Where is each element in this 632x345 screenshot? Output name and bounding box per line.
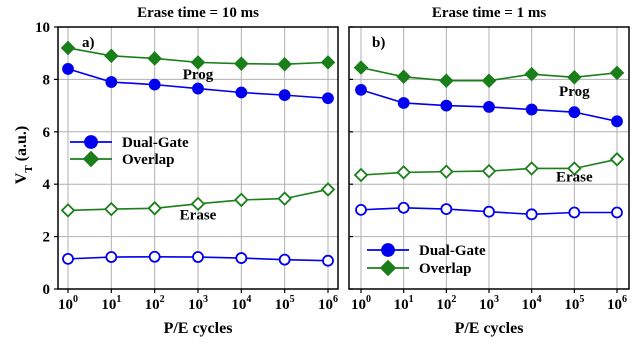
panel-b-data-point <box>355 169 367 181</box>
panel-a-annotation: Prog <box>183 67 214 83</box>
panel-b-title: Erase time = 1 ms <box>432 5 547 21</box>
panel-b-x-tick-label: 103 <box>479 294 499 313</box>
panel-b-data-point <box>526 162 538 174</box>
panel-a-title: Erase time = 10 ms <box>137 5 259 21</box>
panel-a-legend-label: Overlap <box>122 152 175 168</box>
panel-a-data-point <box>150 252 160 262</box>
y-tick-label: 4 <box>43 177 51 193</box>
panel-a-data-point <box>149 202 161 214</box>
panel-b-x-tick-label: 101 <box>394 294 414 313</box>
panel-a-data-point <box>279 58 291 70</box>
panel-b-annotation: Prog <box>559 84 590 100</box>
panel-b-data-point <box>484 102 494 112</box>
panel-a-data-point <box>149 52 161 64</box>
panel-a-data-point <box>106 252 116 262</box>
panel-b-data-point <box>356 85 366 95</box>
panel-a-legend-marker <box>85 136 97 148</box>
panel-a-data-point <box>280 90 290 100</box>
panel-a-x-tick-label: 100 <box>58 294 78 313</box>
panel-a-data-point <box>280 255 290 265</box>
panel-b-data-point <box>441 204 451 214</box>
panel-a-x-axis-label: P/E cycles <box>164 320 233 337</box>
y-tick-label: 2 <box>43 230 51 246</box>
panel-b-legend-label: Overlap <box>419 261 472 277</box>
y-tick-label: 6 <box>43 125 51 141</box>
panel-a-x-tick-label: 104 <box>231 294 251 313</box>
panel-a-data-point <box>105 50 117 62</box>
panel-a-data-point <box>105 203 117 215</box>
y-tick-label: 10 <box>35 20 50 36</box>
panel-b-x-axis-label: P/E cycles <box>455 320 524 337</box>
panel-a-data-point <box>235 58 247 70</box>
panel-a-data-point <box>193 252 203 262</box>
panel-b-annotation: Erase <box>556 169 593 185</box>
panel-b-x-tick-label: 100 <box>351 294 371 313</box>
panel-b-data-point <box>612 116 622 126</box>
panel-a-data-point <box>150 80 160 90</box>
panel-a-x-tick-label: 106 <box>318 294 338 313</box>
panel-b-data-point <box>568 71 580 83</box>
panel-b-label: b) <box>372 35 385 51</box>
panel-b-legend-marker <box>382 244 394 256</box>
panel-b-data-point <box>526 68 538 80</box>
panel-b-data-point <box>611 153 623 165</box>
panel-a-x-tick-label: 101 <box>101 294 121 313</box>
y-axis-label: VT (a.u.) <box>13 126 35 184</box>
panel-a-data-point <box>193 84 203 94</box>
panel-a-data-point <box>322 56 334 68</box>
y-tick-label: 8 <box>43 72 51 88</box>
panel-a-data-point <box>323 256 333 266</box>
panel-b-data-point <box>398 166 410 178</box>
panel-b-data-point <box>440 166 452 178</box>
panel-a-data-point <box>236 253 246 263</box>
panel-b-data-point <box>612 207 622 217</box>
panel-b-x-tick-label: 102 <box>436 294 456 313</box>
panel-b-data-point <box>356 205 366 215</box>
panel-b-data-point <box>611 67 623 79</box>
panel-b-data-point <box>440 75 452 87</box>
panel-a-data-point <box>63 64 73 74</box>
panel-b-data-point <box>355 62 367 74</box>
panel-a-x-tick-label: 102 <box>145 294 165 313</box>
panel-b-data-point <box>483 75 495 87</box>
panel-a-x-tick-label: 103 <box>188 294 208 313</box>
panel-b-data-point <box>527 105 537 115</box>
panel-b-data-point <box>569 107 579 117</box>
panel-a-legend-marker <box>84 152 98 166</box>
panel-b-data-point <box>527 209 537 219</box>
panel-b-data-point <box>399 98 409 108</box>
panel-a-x-tick-label: 105 <box>275 294 295 313</box>
panel-a-data-point <box>62 204 74 216</box>
panel-a: Erase time = 10 ms a) 0 2 4 6 8 10 100 101 102 1… <box>35 5 338 337</box>
panel-b-data-point <box>484 207 494 217</box>
panel-b-data-point <box>483 165 495 177</box>
panel-a-data-point <box>279 193 291 205</box>
panel-a-label: a) <box>82 35 95 51</box>
panel-b-data-point <box>569 207 579 217</box>
panel-a-data-point <box>106 77 116 87</box>
panel-a-data-point <box>323 93 333 103</box>
panel-a-data-point <box>236 88 246 98</box>
panel-b-x-tick-label: 104 <box>522 294 542 313</box>
panel-b-data-point <box>441 101 451 111</box>
panel-b-data-point <box>398 71 410 83</box>
panel-b-legend-label: Dual-Gate <box>419 243 486 259</box>
panel-a-data-point <box>235 194 247 206</box>
panel-b: Erase time = 1 ms b) 100 101 102 103 104 105 1… <box>349 5 629 337</box>
panel-a-data-point <box>63 254 73 264</box>
panel-b-x-tick-label: 106 <box>607 294 627 313</box>
panel-a-annotation: Erase <box>180 207 217 223</box>
y-tick-label: 0 <box>43 282 51 298</box>
panel-b-legend-marker <box>381 261 395 275</box>
panel-a-legend-label: Dual-Gate <box>122 135 189 151</box>
panel-a-data-point <box>322 183 334 195</box>
panel-b-x-tick-label: 105 <box>564 294 584 313</box>
panel-a-data-point <box>62 42 74 54</box>
panel-b-data-point <box>399 203 409 213</box>
